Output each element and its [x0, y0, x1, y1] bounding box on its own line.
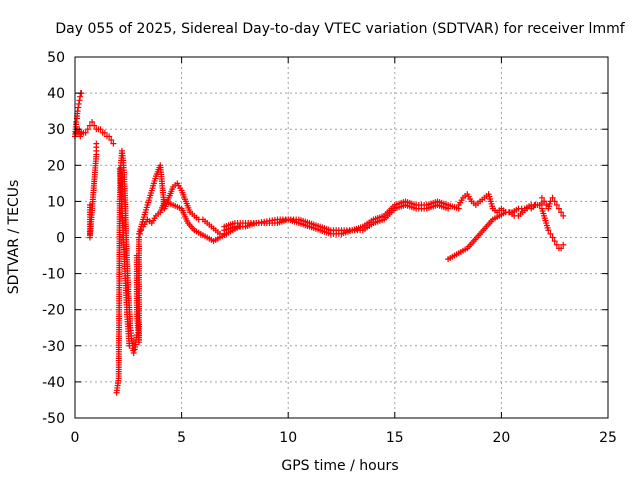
data-point: [93, 140, 100, 147]
x-tick-label: 20: [492, 430, 510, 446]
data-point: [549, 234, 556, 241]
data-point: [536, 202, 543, 209]
series-track-j: [538, 194, 567, 219]
x-tick-label: 0: [71, 430, 80, 446]
data-point: [445, 205, 452, 212]
data-point: [545, 227, 552, 234]
data-point: [74, 108, 81, 115]
data-point: [91, 122, 98, 129]
data-point: [549, 194, 556, 201]
data-point: [97, 126, 104, 133]
data-point: [101, 129, 108, 136]
data-point: [126, 342, 133, 349]
data-point: [555, 205, 562, 212]
series-track-f-alt: [221, 202, 452, 237]
x-tick-label: 15: [386, 430, 404, 446]
y-tick-label: 30: [47, 122, 65, 138]
data-point: [560, 212, 567, 219]
data-series: [72, 90, 567, 396]
series-track-a: [72, 118, 117, 147]
data-point: [84, 126, 91, 133]
y-tick-label: -40: [42, 375, 65, 391]
data-point: [76, 97, 83, 104]
data-point: [547, 230, 554, 237]
data-point: [551, 238, 558, 245]
data-point: [558, 209, 565, 216]
data-point: [108, 137, 115, 144]
data-point: [89, 118, 96, 125]
x-tick-label: 25: [599, 430, 617, 446]
data-point: [106, 133, 113, 140]
y-tick-label: -20: [42, 303, 65, 319]
series-track-h: [455, 191, 548, 219]
y-tick-label: 50: [47, 50, 65, 66]
data-point: [553, 241, 560, 248]
series-track-g: [445, 202, 541, 263]
y-tick-label: -50: [42, 411, 65, 427]
x-tick-label: 5: [177, 430, 186, 446]
axis-ticks: 0 5 10 15 20 25 -50 -40 -30 -20 -10 0 10 20 30 40 50: [42, 50, 617, 446]
data-point: [551, 198, 558, 205]
y-tick-label: 10: [47, 194, 65, 210]
series-track-f: [221, 198, 462, 234]
x-tick-label: 10: [279, 430, 297, 446]
y-tick-label: 20: [47, 158, 65, 174]
data-point: [77, 133, 84, 140]
y-axis-label: SDTVAR / TECUs: [6, 180, 22, 295]
data-point: [538, 194, 545, 201]
series-track-d: [133, 227, 145, 346]
series-track-i: [536, 202, 567, 252]
y-tick-label: -10: [42, 267, 65, 283]
series-track-b: [86, 140, 100, 241]
series-track-c-drop: [116, 165, 133, 349]
data-point: [130, 350, 137, 357]
data-point: [541, 198, 548, 205]
data-point: [73, 118, 80, 125]
series-track-e: [135, 162, 228, 237]
grid: [75, 57, 608, 418]
data-point: [560, 241, 567, 248]
data-point: [110, 140, 117, 147]
data-point: [558, 245, 565, 252]
x-axis-label: GPS time / hours: [281, 458, 398, 474]
data-point: [75, 104, 82, 111]
data-point: [77, 93, 84, 100]
data-point: [543, 202, 550, 209]
chart-title: Day 055 of 2025, Sidereal Day-to-day VTE…: [55, 21, 625, 37]
data-point: [75, 100, 82, 107]
y-tick-label: -30: [42, 339, 65, 355]
y-tick-label: 0: [56, 231, 65, 247]
y-tick-label: 40: [47, 86, 65, 102]
data-point: [82, 129, 89, 136]
data-point: [553, 202, 560, 209]
